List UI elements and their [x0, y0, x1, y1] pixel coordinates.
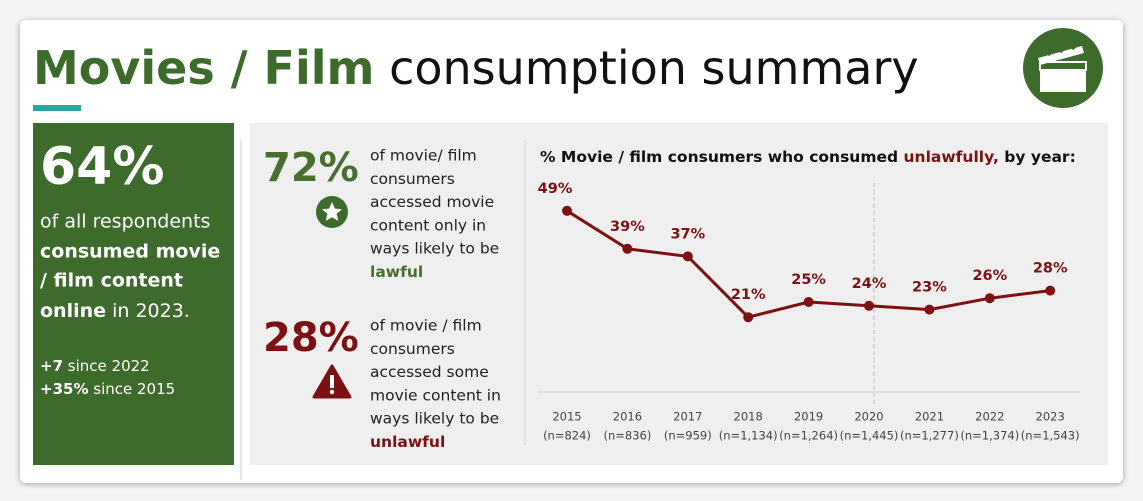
stat-text: consumers	[370, 340, 455, 358]
stat-text: of movie/ film	[370, 147, 477, 165]
data-point	[803, 297, 814, 307]
change-text: since 2015	[93, 380, 175, 398]
summary-text: of all respondents	[40, 211, 210, 233]
summary-box	[33, 123, 234, 465]
change-text: since 2022	[68, 357, 150, 375]
value-label: 28%	[1033, 261, 1068, 277]
data-point	[984, 293, 995, 304]
stat-emphasis: lawful	[370, 263, 423, 281]
slide-title: Movies / Film consumption summary	[33, 41, 919, 95]
stat-text: movie content in	[370, 386, 501, 404]
x-tick-sublabel: (n=1,277)	[900, 429, 959, 443]
data-point	[622, 243, 633, 254]
x-tick-sublabel: (n=1,134)	[719, 429, 778, 443]
summary-text: / film content	[40, 270, 183, 292]
stat-text: consumers	[370, 170, 455, 188]
value-label: 24%	[852, 276, 887, 292]
chart-title-highlight: unlawfully,	[904, 148, 999, 166]
value-label: 49%	[538, 181, 573, 197]
title-underline	[33, 105, 81, 111]
warning-icon	[312, 364, 352, 399]
chart-title-after: by year:	[1004, 148, 1076, 166]
stat-emphasis: unlawful	[370, 433, 445, 451]
x-tick-sublabel: (n=1,264)	[779, 429, 838, 443]
title-highlight: Movies / Film	[33, 41, 374, 95]
value-label: 37%	[670, 226, 705, 242]
x-tick-label: 2015	[552, 410, 581, 424]
summary-text: online in 2023.	[40, 300, 190, 322]
x-tick-sublabel: (n=959)	[664, 429, 712, 443]
value-label: 25%	[791, 272, 826, 288]
chart-title: % Movie / film consumers who consumed un…	[540, 148, 1076, 166]
x-tick-label: 2020	[854, 410, 883, 424]
stat-text: accessed some	[370, 363, 489, 381]
x-tick-label: 2022	[975, 410, 1004, 424]
change: +7 since 2022	[40, 357, 150, 375]
x-tick-label: 2023	[1036, 410, 1065, 424]
summary-bold: online	[40, 300, 106, 322]
x-tick-sublabel: (n=1,374)	[960, 429, 1019, 443]
stat-text: ways likely to be	[370, 410, 499, 428]
stat-text: content only in	[370, 216, 486, 234]
summary-headline: 64%	[40, 137, 164, 197]
clapper-icon	[1023, 28, 1103, 108]
change-value: +35%	[40, 380, 88, 398]
x-tick-sublabel: (n=836)	[603, 429, 651, 443]
x-tick-sublabel: (n=824)	[543, 429, 591, 443]
data-point	[562, 205, 572, 216]
data-point	[924, 304, 935, 315]
star-icon	[316, 196, 348, 228]
chart-title-before: % Movie / film consumers who consumed	[540, 148, 898, 166]
x-tick-label: 2017	[673, 410, 702, 424]
content-panel	[250, 123, 1108, 465]
stat-value: 72%	[263, 145, 359, 191]
x-tick-sublabel: (n=1,543)	[1021, 429, 1080, 443]
stat-text: of movie / film	[370, 317, 482, 335]
x-tick-label: 2021	[915, 410, 944, 424]
change-value: +7	[40, 357, 63, 375]
stat-text: accessed movie	[370, 193, 494, 211]
x-tick-label: 2019	[794, 410, 823, 424]
value-label: 23%	[912, 280, 947, 296]
value-label: 21%	[731, 287, 766, 303]
x-tick-label: 2018	[734, 410, 763, 424]
x-tick-label: 2016	[613, 410, 642, 424]
stat-text: ways likely to be	[370, 240, 499, 258]
summary-rest: in 2023.	[112, 300, 190, 322]
data-point	[864, 300, 874, 311]
value-label: 26%	[972, 268, 1007, 284]
data-point	[1045, 285, 1056, 296]
summary-text: consumed movie	[40, 241, 220, 263]
title-rest: consumption summary	[389, 41, 919, 95]
change: +35% since 2015	[40, 380, 175, 398]
data-point	[743, 312, 754, 323]
value-label: 39%	[610, 219, 645, 235]
x-tick-sublabel: (n=1,445)	[840, 429, 899, 443]
stat-value: 28%	[263, 315, 359, 361]
data-point	[682, 251, 693, 262]
